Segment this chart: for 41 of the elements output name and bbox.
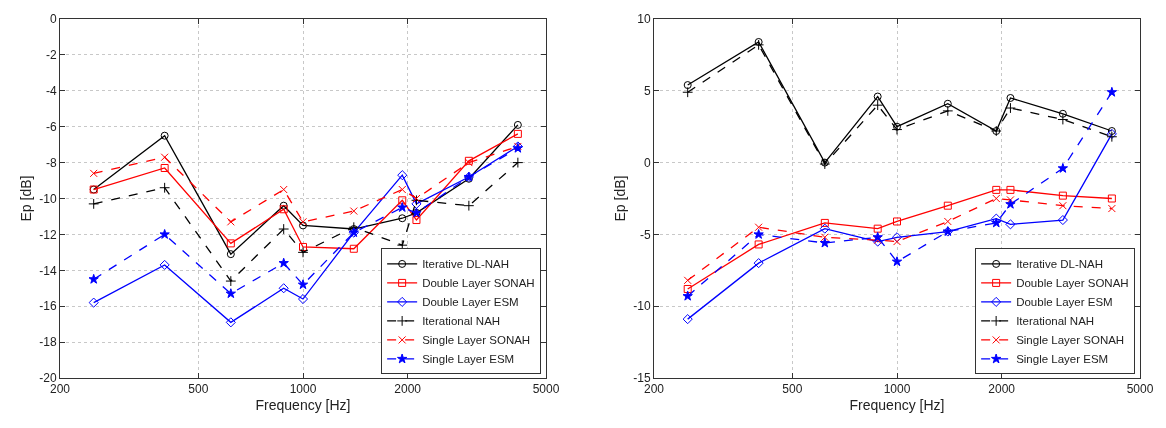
legend-label: Double Layer ESM — [1016, 296, 1113, 309]
y-axis-title: Ep [dB] — [611, 175, 628, 222]
y-axis-title: Ep [dB] — [17, 175, 34, 222]
legend-label: Double Layer SONAH — [422, 277, 535, 290]
x-axis-title: Frequency [Hz] — [255, 396, 351, 413]
x-tick-label: 200 — [49, 382, 71, 397]
legend-label: Single Layer SONAH — [1016, 334, 1125, 347]
legend-label: Double Layer SONAH — [1016, 277, 1129, 290]
x-tick-label: 2000 — [988, 382, 1016, 397]
legend-label: Single Layer ESM — [1016, 353, 1109, 366]
legend-label: Iterational NAH — [1016, 315, 1095, 328]
x-tick-label: 2000 — [394, 382, 422, 397]
y-tick-label: -2 — [45, 48, 57, 63]
legend-label: Iterative DL-NAH — [422, 258, 510, 271]
x-tick-label: 5000 — [1126, 382, 1154, 397]
y-tick-label: -16 — [39, 299, 57, 314]
x-axis-title: Frequency [Hz] — [849, 396, 945, 413]
legend-label: Iterational NAH — [422, 315, 501, 328]
y-tick-label: 0 — [643, 155, 651, 170]
x-tick-label: 500 — [782, 382, 803, 397]
x-tick-label: 1000 — [883, 382, 911, 397]
x-tick-label: 5000 — [532, 382, 560, 397]
x-tick-label: 1000 — [289, 382, 317, 397]
y-tick-label: 10 — [637, 12, 651, 27]
y-tick-label: -10 — [39, 191, 57, 206]
x-tick-label: 500 — [188, 382, 209, 397]
y-tick-label: -4 — [45, 84, 57, 98]
y-tick-label: -14 — [39, 263, 57, 278]
y-tick-label: -12 — [39, 227, 57, 242]
y-tick-label: -18 — [39, 335, 57, 350]
y-tick-label: -8 — [45, 155, 57, 170]
y-tick-label: -5 — [639, 227, 651, 242]
legend-label: Double Layer ESM — [422, 296, 519, 309]
y-tick-label: -6 — [45, 119, 57, 134]
x-tick-label: 200 — [643, 382, 665, 397]
legend-label: Iterative DL-NAH — [1016, 258, 1104, 271]
legend-label: Single Layer SONAH — [422, 334, 531, 347]
legend-label: Single Layer ESM — [422, 353, 515, 366]
y-tick-label: 0 — [49, 12, 57, 27]
y-tick-label: -10 — [633, 299, 651, 314]
y-tick-label: 5 — [643, 84, 651, 98]
